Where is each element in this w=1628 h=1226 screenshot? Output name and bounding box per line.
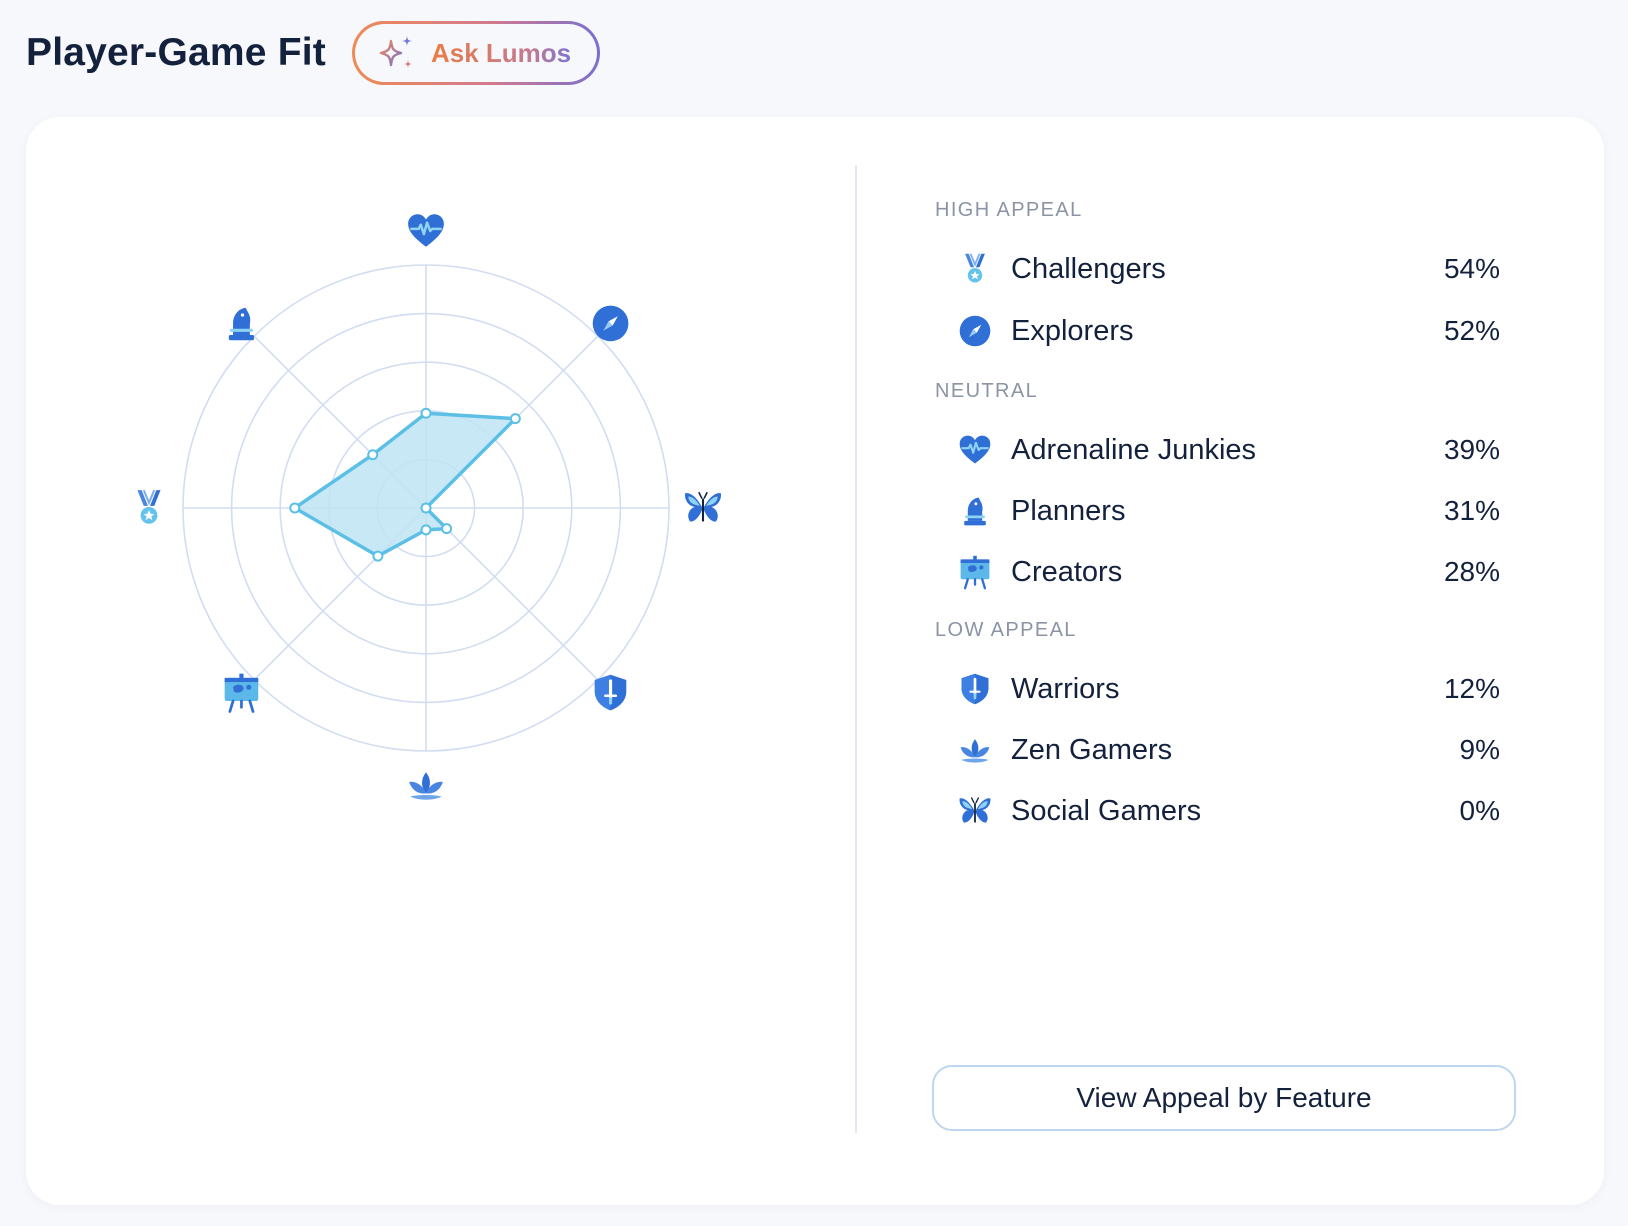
easel-icon bbox=[955, 552, 995, 592]
radar-point-heart-pulse bbox=[420, 407, 432, 419]
medal-icon bbox=[137, 489, 161, 524]
appeal-row-creators: Creators 28% bbox=[935, 547, 1535, 597]
radar-point-chess-knight bbox=[367, 449, 379, 461]
radar-point-easel bbox=[372, 550, 384, 562]
appeal-row-adrenaline-junkies: Adrenaline Junkies 39% bbox=[935, 425, 1535, 475]
heart-pulse-icon bbox=[955, 430, 995, 470]
ask-lumos-button-inner: Ask Lumos bbox=[354, 24, 597, 82]
view-appeal-by-feature-button[interactable]: View Appeal by Feature bbox=[932, 1065, 1516, 1131]
appeal-row-value: 39% bbox=[1443, 434, 1500, 465]
panel-divider bbox=[855, 165, 857, 1133]
appeal-row-label: Planners bbox=[1011, 494, 1126, 527]
chess-knight-icon bbox=[955, 491, 995, 531]
radar-point-medal bbox=[289, 502, 301, 514]
page-title: Player-Game Fit bbox=[26, 31, 326, 74]
heart-pulse-icon bbox=[408, 214, 444, 247]
easel-icon bbox=[224, 673, 259, 713]
appeal-row-zen-gamers: Zen Gamers 9% bbox=[935, 725, 1535, 775]
appeal-row-value: 54% bbox=[1443, 253, 1500, 284]
radar-point-butterfly bbox=[420, 502, 432, 514]
radar-area bbox=[293, 411, 518, 558]
appeal-row-value: 28% bbox=[1443, 556, 1500, 587]
radar-point-compass bbox=[509, 413, 521, 425]
ask-lumos-label: Ask Lumos bbox=[430, 37, 572, 68]
chess-knight-icon bbox=[228, 307, 255, 341]
medal-icon bbox=[955, 249, 995, 289]
lotus-icon bbox=[955, 730, 995, 770]
appeal-row-label: Explorers bbox=[1011, 314, 1134, 347]
butterfly-icon bbox=[955, 791, 995, 831]
appeal-row-label: Challengers bbox=[1011, 252, 1166, 285]
lotus-icon bbox=[409, 772, 443, 800]
appeal-row-value: 12% bbox=[1443, 673, 1500, 704]
ask-lumos-button[interactable]: Ask Lumos bbox=[351, 21, 600, 85]
appeal-row-label: Creators bbox=[1011, 555, 1123, 588]
appeal-group-title: LOW APPEAL bbox=[935, 619, 1077, 641]
appeal-row-challengers: Challengers 54% bbox=[935, 244, 1535, 294]
appeal-row-value: 52% bbox=[1443, 315, 1500, 346]
shield-sword-icon bbox=[955, 669, 995, 709]
butterfly-icon bbox=[684, 491, 722, 522]
radar-spoke bbox=[425, 507, 599, 681]
appeal-row-label: Social Gamers bbox=[1011, 794, 1202, 827]
appeal-row-planners: Planners 31% bbox=[935, 486, 1535, 536]
appeal-row-social-gamers: Social Gamers 0% bbox=[935, 786, 1535, 836]
compass-icon bbox=[592, 305, 629, 342]
appeal-group-title: HIGH APPEAL bbox=[935, 199, 1083, 221]
appeal-row-explorers: Explorers 52% bbox=[935, 306, 1535, 356]
compass-icon bbox=[955, 311, 995, 351]
appeal-row-label: Zen Gamers bbox=[1011, 733, 1173, 766]
sparkle-icon bbox=[379, 36, 412, 68]
appeal-row-value: 31% bbox=[1443, 495, 1500, 526]
appeal-row-value: 9% bbox=[1459, 734, 1500, 765]
appeal-row-label: Adrenaline Junkies bbox=[1011, 433, 1257, 466]
appeal-group-title: NEUTRAL bbox=[935, 380, 1039, 402]
page-header: Player-Game Fit Ask Lumos bbox=[26, 20, 600, 86]
player-game-fit-card: HIGH APPEAL Challengers 54% Explorers 52% NEU… bbox=[26, 117, 1604, 1205]
radar-chart bbox=[137, 214, 722, 800]
appeal-row-value: 0% bbox=[1459, 795, 1500, 826]
appeal-row-warriors: Warriors 12% bbox=[935, 664, 1535, 714]
shield-sword-icon bbox=[594, 674, 627, 711]
radar-point-lotus bbox=[420, 524, 432, 536]
appeal-row-label: Warriors bbox=[1011, 672, 1120, 705]
radar-point-shield-sword bbox=[441, 523, 453, 535]
